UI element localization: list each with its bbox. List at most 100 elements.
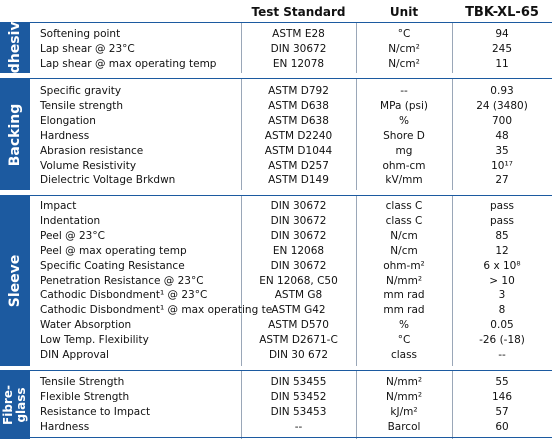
table-row: Tensile strength ASTM D638 MPa (psi) 24 (34… [30, 99, 552, 113]
value-cell: 700 [491, 114, 513, 127]
standard-cell: ASTM D638 [268, 114, 329, 127]
property-cell: Cathodic Disbondment¹ @ 23°C [40, 289, 208, 302]
section-side-bar: Backing [0, 79, 30, 190]
table-row: Softening point ASTM E28 °C 94 [30, 27, 552, 41]
standard-cell: ASTM D257 [268, 159, 329, 172]
section-side-bar: Fibre-glass [0, 371, 30, 439]
section-3: Fibre-glass Tensile Strength DIN 53455 N/mm… [0, 370, 552, 439]
property-cell: Specific Coating Resistance [40, 259, 185, 272]
table-row: Penetration Resistance @ 23°C EN 12068, C… [30, 274, 552, 288]
unit-cell: class C [385, 200, 423, 212]
column-divider [452, 196, 453, 366]
value-cell: -26 (-18) [479, 334, 525, 347]
unit-cell: -- [400, 85, 408, 97]
standard-cell: DIN 53453 [270, 405, 327, 418]
value-cell: 10¹⁷ [491, 159, 513, 172]
standard-cell: DIN 30672 [270, 259, 327, 272]
value-cell: 11 [495, 57, 509, 70]
property-cell: Hardness [40, 420, 90, 433]
value-cell: 3 [498, 289, 506, 302]
table-row: DIN Approval DIN 30 672 class -- [30, 348, 552, 362]
header-unit: Unit [389, 5, 419, 19]
unit-cell: MPa (psi) [380, 99, 428, 112]
unit-cell: % [399, 114, 409, 127]
unit-cell: class [390, 349, 418, 361]
standard-cell: ASTM G8 [274, 289, 323, 302]
standard-cell: ASTM D149 [268, 174, 329, 187]
table-row: Peel @ 23°C DIN 30672 N/cm 85 [30, 229, 552, 243]
table-row: Abrasion resistance ASTM D1044 mg 35 [30, 144, 552, 158]
table-row: Lap shear @ max operating temp EN 12078 N/… [30, 57, 552, 71]
property-cell: Lap shear @ max operating temp [40, 57, 217, 70]
value-cell: 35 [495, 144, 509, 157]
column-divider [452, 371, 453, 439]
property-cell: Resistance to Impact [40, 405, 151, 418]
section-side-bar: Adhesive [0, 12, 30, 84]
unit-cell: kJ/m² [390, 405, 418, 418]
property-cell: Peel @ 23°C [40, 229, 105, 242]
value-cell: 0.05 [490, 319, 514, 332]
standard-cell: EN 12078 [272, 57, 325, 70]
table-row: Resistance to Impact DIN 53453 kJ/m² 57 [30, 405, 552, 419]
standard-cell: ASTM D792 [268, 85, 329, 97]
table-row: Dielectric Voltage Brkdwn ASTM D149 kV/mm 2… [30, 173, 552, 187]
section-label: Fibre-glass [1, 385, 28, 425]
column-divider [356, 371, 357, 439]
table-row: Tensile Strength DIN 53455 N/mm² 55 [30, 375, 552, 389]
standard-cell: DIN 53455 [270, 376, 327, 388]
unit-cell: ohm-m² [383, 259, 425, 272]
value-cell: 146 [491, 390, 513, 403]
unit-cell: N/cm² [388, 42, 420, 55]
property-cell: Volume Resistivity [40, 159, 137, 172]
column-divider [356, 23, 357, 73]
standard-cell: DIN 30672 [270, 42, 327, 55]
value-cell: 55 [495, 376, 509, 388]
standard-cell: DIN 30 672 [268, 349, 329, 361]
unit-cell: class C [385, 214, 423, 227]
column-divider [241, 79, 242, 190]
property-cell: Low Temp. Flexibility [40, 334, 149, 347]
value-cell: -- [498, 349, 506, 361]
property-cell: Flexible Strength [40, 390, 130, 403]
standard-cell: ASTM D2240 [264, 129, 333, 142]
table-row: Flexible Strength DIN 53452 N/mm² 146 [30, 390, 552, 404]
column-divider [356, 79, 357, 190]
table-row: Impact DIN 30672 class C pass [30, 199, 552, 213]
value-cell: 245 [491, 42, 513, 55]
column-divider [241, 23, 242, 73]
unit-cell: mg [395, 144, 413, 157]
property-cell: Tensile strength [40, 99, 124, 112]
value-cell: 94 [495, 28, 509, 40]
section-label: Adhesive [7, 11, 23, 85]
value-cell: 57 [495, 405, 509, 418]
standard-cell: -- [294, 420, 303, 433]
table-row: Indentation DIN 30672 class C pass [30, 214, 552, 228]
table-row: Elongation ASTM D638% 700 [30, 114, 552, 128]
table-row: Hardness ASTM D2240 Shore D 48 [30, 129, 552, 143]
table-row: Lap shear @ 23°C DIN 30672 N/cm² 245 [30, 42, 552, 56]
property-cell: Abrasion resistance [40, 144, 144, 157]
standard-cell: ASTM G42 [271, 304, 326, 317]
header-test-standard: Test Standard [251, 5, 346, 19]
unit-cell: % [399, 319, 409, 332]
unit-cell: kV/mm [385, 174, 423, 187]
property-cell: Tensile Strength [40, 376, 125, 388]
table-row: Water Absorption ASTM D570% 0.05 [30, 318, 552, 332]
table-row: Peel @ max operating temp EN 12068 N/cm 12 [30, 244, 552, 258]
section-0: Adhesive Softening point ASTM E28 °C 94 Lap s… [0, 12, 552, 84]
property-cell: Penetration Resistance @ 23°C [40, 274, 204, 287]
value-cell: 6 x 10⁸ [483, 259, 521, 272]
unit-cell: mm rad [383, 304, 425, 317]
value-cell: 85 [495, 229, 509, 242]
table-row: Cathodic Disbondment¹ @ max operating te… [30, 303, 552, 317]
table-row: Specific gravity ASTM D792 -- 0.93 [30, 84, 552, 98]
unit-cell: °C [397, 334, 411, 347]
value-cell: > 10 [489, 274, 515, 287]
value-cell: 24 (3480) [476, 99, 528, 112]
property-cell: Softening point [40, 28, 121, 40]
property-cell: Elongation [40, 114, 96, 127]
unit-cell: N/cm [390, 229, 418, 242]
unit-cell: N/cm [390, 244, 418, 257]
